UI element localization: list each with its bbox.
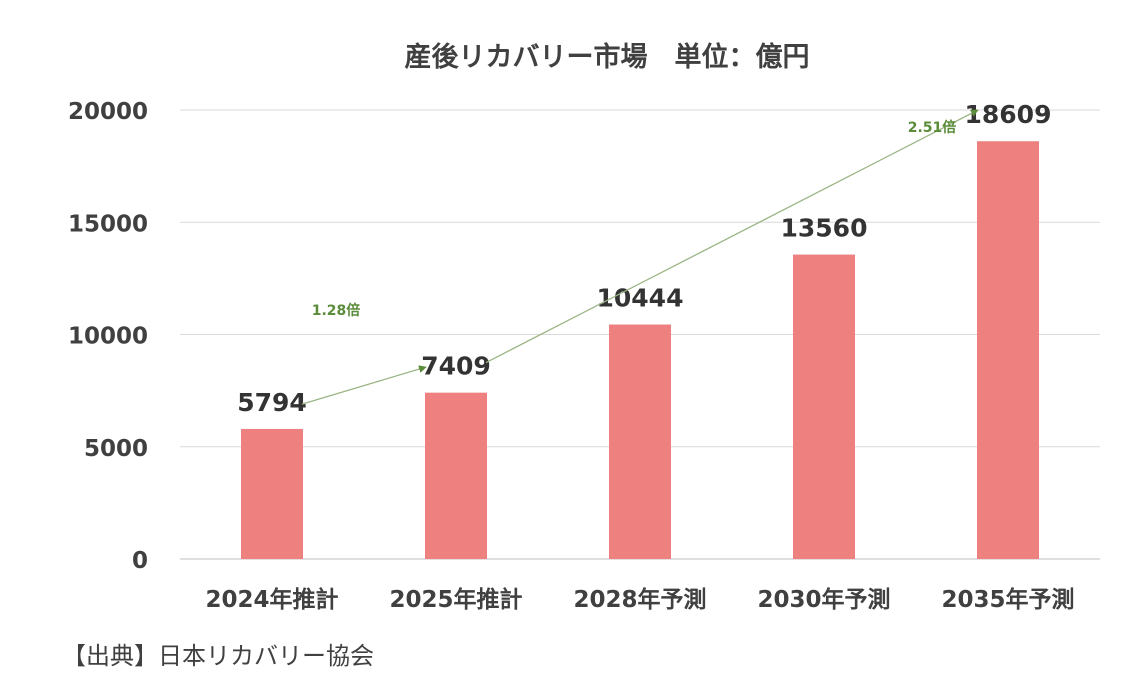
growth-label: 2.51倍	[908, 119, 957, 136]
bar	[609, 324, 671, 559]
growth-arrow	[301, 365, 427, 405]
growth-arrow	[485, 109, 979, 364]
source-note: 【出典】日本リカバリー協会	[62, 642, 374, 670]
data-label: 13560	[781, 214, 868, 243]
bars	[241, 141, 1039, 559]
x-tick-label: 2028年予測	[573, 586, 706, 613]
bar-chart: 産後リカバリー市場 単位：億円 0 5000 10000 15000 20000 579…	[68, 41, 1100, 613]
y-tick-label: 0	[132, 548, 148, 574]
y-tick-label: 10000	[68, 324, 148, 350]
y-tick-label: 20000	[68, 99, 148, 125]
chart-title: 産後リカバリー市場 単位：億円	[405, 41, 810, 73]
data-label: 5794	[237, 388, 307, 417]
y-axis-tick-labels: 0 5000 10000 15000 20000	[68, 99, 148, 574]
y-tick-label: 5000	[84, 436, 148, 462]
data-labels: 5794 7409 10444 13560 18609	[237, 100, 1051, 417]
bar	[241, 428, 303, 559]
y-tick-label: 15000	[68, 211, 148, 237]
x-tick-label: 2035年予測	[941, 586, 1074, 613]
x-tick-label: 2025年推計	[389, 586, 522, 613]
data-label: 18609	[965, 100, 1052, 129]
x-axis-tick-labels: 2024年推計 2025年推計 2028年予測 2030年予測 2035年予測	[205, 586, 1074, 613]
data-label: 10444	[597, 284, 684, 313]
data-label: 7409	[421, 352, 491, 381]
bar	[793, 254, 855, 559]
x-tick-label: 2024年推計	[205, 586, 338, 613]
growth-label: 1.28倍	[312, 302, 361, 319]
bar	[977, 141, 1039, 559]
x-tick-label: 2030年予測	[757, 586, 890, 613]
bar	[425, 392, 487, 559]
growth-annotations: 1.28倍 2.51倍	[301, 109, 979, 405]
